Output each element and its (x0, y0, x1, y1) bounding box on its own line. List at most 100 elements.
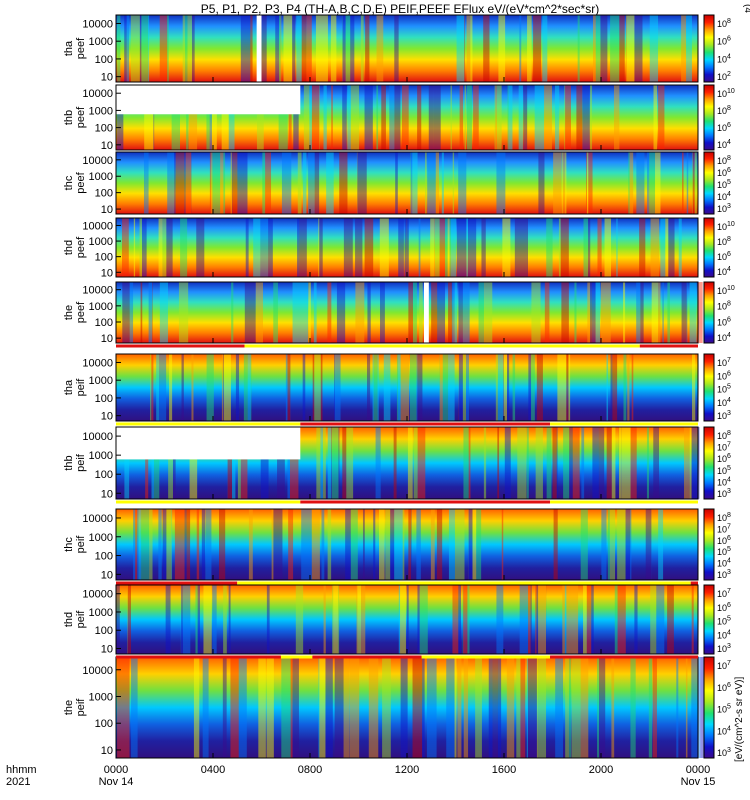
spectrogram-streak (660, 218, 666, 277)
spectrogram-streak (457, 657, 462, 758)
spectrogram-streak (240, 15, 251, 82)
spectrogram-streak (196, 509, 200, 580)
spectrogram-streak (413, 427, 418, 499)
spectrogram-streak (231, 152, 240, 214)
spectrogram-streak (367, 282, 371, 343)
colorbar-tick-label: 103 (717, 488, 731, 499)
spectrogram-streak (454, 282, 458, 343)
spectrogram-streak (368, 657, 379, 758)
spectrogram-streak (450, 85, 452, 150)
colorbar-tick-label: 1010 (717, 285, 735, 296)
spectrogram-streak (238, 152, 248, 214)
spectrogram-streak (514, 218, 525, 277)
spectrogram-streak (440, 218, 445, 277)
spectrogram-streak (419, 585, 428, 654)
colorbar-tick-label: 107 (717, 660, 731, 671)
spectrogram-streak (293, 427, 299, 499)
spectrogram-streak (165, 585, 171, 654)
spectrogram-streak (182, 585, 191, 654)
y-tick-label: 1000 (89, 532, 113, 544)
spectrogram-streak (466, 15, 471, 82)
status-bar-segment (550, 500, 698, 504)
spectrogram-streak (292, 657, 299, 758)
spectrogram-streak (312, 85, 320, 150)
spectrogram-streak (520, 657, 526, 758)
spectrogram-streak (534, 85, 545, 150)
colorbar-tick-label: 104 (717, 266, 731, 277)
colorbar-tick-label: 103 (717, 410, 731, 421)
spectrogram-streak (223, 85, 230, 150)
spectrogram-streak (587, 85, 589, 150)
y-tick-label: 10 (101, 644, 113, 656)
spectrogram-streak (692, 152, 695, 214)
spectrogram-streak (292, 282, 301, 343)
spectrogram-streak (303, 85, 310, 150)
spectrogram-streak (182, 15, 192, 82)
spectrogram-streak (399, 354, 410, 421)
spectrogram-streak (650, 218, 660, 277)
spectrogram-streak (165, 218, 173, 277)
spectrogram-streak (614, 585, 625, 654)
time-axis: hhmm 2021 0000 0400 0800 1200 1600 2000 0000No… (6, 764, 715, 788)
y-tick-label: 100 (95, 625, 113, 637)
spectrogram-streak (458, 152, 467, 214)
colorbar (703, 656, 715, 759)
spectrogram-streak (436, 509, 443, 580)
spectrogram-streak (592, 282, 596, 343)
spectrogram-streak (519, 585, 529, 654)
colorbar-tick-label: 106 (717, 122, 731, 133)
spectrogram-streak (259, 15, 267, 82)
colorbar-tick-label: 106 (717, 370, 731, 381)
spectrogram-streak (162, 509, 169, 580)
y-tick-label: 100 (95, 551, 113, 563)
spectrogram-streak (140, 282, 143, 343)
spectrogram-streak (560, 354, 569, 421)
spectrogram-streak (143, 509, 153, 580)
spectrogram-streak (418, 218, 421, 277)
spectrogram-streak (600, 282, 607, 343)
colorbar-tick-label: 104 (717, 332, 731, 343)
y-tick-label: 100 (95, 252, 113, 264)
spectrogram-streak (463, 427, 470, 499)
spectrogram-streak (436, 152, 439, 214)
spectrogram-streak (311, 85, 320, 150)
panel-probe-label: tha (63, 40, 75, 56)
spectrogram-streak (167, 509, 173, 580)
colorbar (703, 14, 715, 83)
spectrogram-streak (473, 85, 479, 150)
spectrogram-streak (331, 85, 333, 150)
spectrogram-streak (454, 509, 465, 580)
y-tick-label: 100 (95, 317, 113, 329)
spectrogram-streak (116, 585, 120, 654)
colorbar-tick-label: 107 (717, 357, 731, 368)
spectrogram-streak (149, 282, 153, 343)
spectrogram-streak (459, 282, 466, 343)
spectrogram-streak (692, 427, 698, 499)
spectrogram-streak (397, 509, 405, 580)
spectrogram-streak (599, 657, 606, 758)
spectrogram-streak (297, 218, 307, 277)
spectrogram-streak (124, 15, 129, 82)
spectrogram-streak (336, 282, 346, 343)
spectrogram-streak (258, 218, 260, 277)
spectrogram-streak (658, 509, 664, 580)
colorbar (703, 508, 715, 581)
spectrogram-streak (640, 282, 644, 343)
spectrogram-streak (586, 152, 589, 214)
colorbar-tick-label: 108 (717, 155, 731, 166)
spectrogram-streak (587, 218, 591, 277)
spectrogram-streak (265, 218, 270, 277)
spectrogram-streak (319, 354, 323, 421)
spectrogram-streak (130, 15, 140, 82)
spectrogram-streak (158, 218, 165, 277)
panel-probe-label: thd (63, 240, 75, 255)
spectrogram-streak (302, 152, 307, 214)
spectrogram-streak (601, 509, 607, 580)
panel-species-label: peif (75, 698, 87, 717)
spectrogram-streak (629, 152, 634, 214)
panel-thb-peef: 10000 1000 100 10 thb peef 1010 108 106 104 (63, 84, 735, 152)
x-tick-label: 0400 (201, 764, 225, 776)
colorbar-tick-label: 103 (717, 203, 731, 214)
colorbar-tick-label: 107 (717, 442, 731, 453)
